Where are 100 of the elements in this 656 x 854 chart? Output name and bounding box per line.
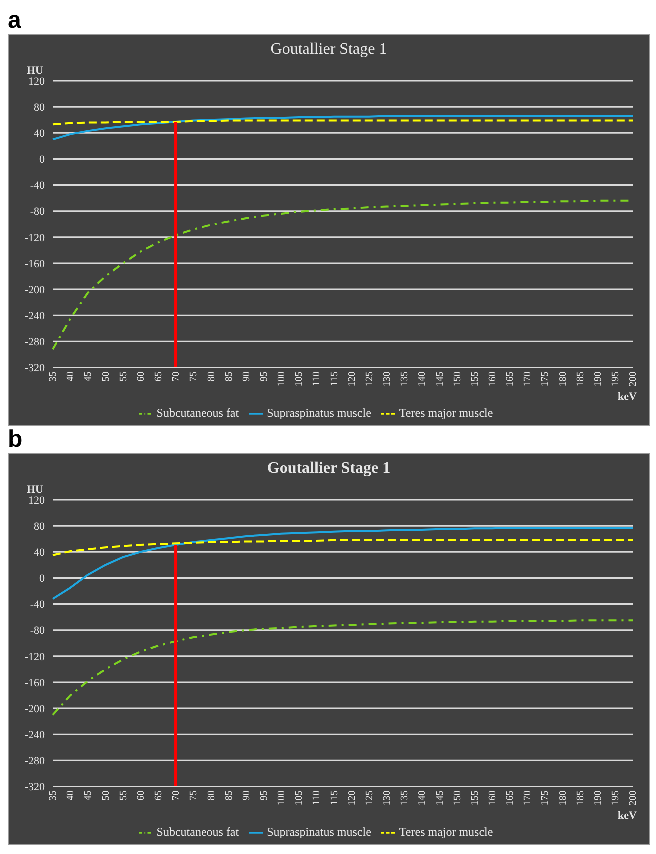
x-tick-label: 150 (452, 372, 464, 387)
line-series (52, 115, 634, 141)
legend-label: Teres major muscle (399, 406, 494, 420)
x-tick-label: 120 (346, 790, 358, 806)
y-tick-label: -120 (24, 232, 46, 244)
x-tick-label: 160 (487, 790, 498, 806)
y-tick-label: 80 (34, 102, 46, 114)
y-tick-label: -40 (30, 180, 46, 192)
y-tick-label: 120 (28, 76, 46, 88)
x-tick-label: 125 (364, 372, 376, 387)
x-tick-label: 110 (312, 372, 323, 386)
y-axis-title: HU (27, 65, 44, 77)
x-tick-label: 85 (224, 790, 235, 801)
y-tick-label: -240 (24, 730, 46, 742)
x-tick-label: 50 (100, 372, 112, 382)
x-tick-label: 195 (610, 372, 622, 387)
y-tick-label: -320 (24, 362, 46, 375)
y-tick-label: -320 (24, 782, 46, 794)
x-tick-label: 175 (540, 372, 552, 387)
x-tick-label: 170 (522, 790, 534, 806)
x-tick-label: 35 (48, 372, 60, 382)
x-tick-label: 70 (171, 372, 182, 382)
y-tick-label: -240 (24, 310, 46, 323)
y-tick-label: 40 (34, 128, 46, 140)
line-series (52, 620, 634, 716)
x-axis-title: keV (618, 391, 637, 403)
x-tick-label: 75 (188, 790, 200, 801)
x-tick-label: 190 (592, 790, 604, 806)
legend-label: Supraspinatus muscle (267, 406, 372, 420)
legend-label: Teres major muscle (399, 824, 494, 839)
y-tick-label: -160 (24, 258, 46, 270)
y-tick-label: -200 (24, 703, 46, 716)
x-axis-title: keV (618, 810, 637, 822)
x-tick-label: 135 (400, 372, 411, 387)
x-tick-label: 115 (329, 372, 340, 386)
x-tick-label: 180 (558, 790, 569, 806)
x-tick-label: 195 (610, 790, 622, 806)
y-tick-label: 0 (40, 573, 46, 586)
x-tick-label: 55 (118, 372, 130, 382)
x-tick-label: 135 (400, 790, 411, 806)
x-tick-label: 140 (417, 372, 428, 387)
y-tick-label: -280 (24, 336, 46, 349)
line-series (52, 539, 634, 556)
y-tick-label: 40 (34, 547, 46, 560)
y-tick-label: 0 (40, 154, 46, 166)
legend-label: Subcutaneous fat (156, 824, 240, 839)
y-axis-title: HU (27, 484, 44, 496)
text: a (8, 7, 22, 34)
x-tick-label: 60 (136, 372, 147, 382)
x-tick-label: 50 (100, 790, 112, 801)
y-tick-label: -160 (24, 677, 46, 690)
x-tick-label: 45 (83, 372, 94, 382)
x-tick-label: 85 (224, 372, 235, 382)
line-series (52, 527, 634, 600)
y-tick-label: 120 (28, 494, 46, 507)
x-tick-label: 200 (628, 790, 640, 806)
x-tick-label: 180 (558, 372, 569, 387)
x-tick-label: 200 (628, 372, 640, 387)
y-tick-label: -80 (30, 206, 46, 218)
x-tick-label: 55 (118, 790, 130, 801)
x-tick-label: 90 (241, 790, 252, 801)
x-tick-label: 120 (346, 372, 358, 387)
x-tick-label: 155 (470, 372, 481, 387)
x-tick-label: 40 (66, 372, 77, 382)
x-tick-label: 185 (575, 790, 586, 806)
x-tick-label: 60 (136, 790, 147, 801)
x-tick-label: 105 (294, 372, 306, 387)
x-tick-label: 185 (575, 372, 586, 387)
x-tick-label: 105 (294, 790, 306, 806)
x-tick-label: 145 (434, 372, 446, 387)
x-tick-label: 170 (522, 372, 534, 387)
x-tick-label: 115 (329, 790, 340, 806)
x-tick-label: 130 (382, 790, 394, 806)
x-tick-label: 75 (188, 372, 200, 382)
legend-label: Supraspinatus muscle (267, 824, 372, 839)
x-tick-label: 35 (48, 790, 60, 801)
y-tick-label: -40 (30, 599, 46, 612)
x-tick-label: 95 (259, 790, 270, 801)
y-tick-label: 80 (34, 520, 46, 533)
x-tick-label: 160 (487, 372, 498, 387)
chart-title: Goutallier Stage 1 (270, 41, 388, 59)
x-tick-label: 110 (312, 790, 323, 806)
x-tick-label: 165 (505, 372, 516, 387)
x-tick-label: 90 (241, 372, 252, 382)
x-tick-label: 175 (540, 790, 552, 806)
x-tick-label: 65 (154, 372, 165, 382)
y-tick-label: -80 (30, 625, 46, 638)
x-tick-label: 165 (505, 790, 516, 806)
x-tick-label: 190 (592, 372, 604, 387)
x-tick-label: 45 (83, 790, 94, 801)
chart-title: Goutallier Stage 1 (266, 460, 392, 478)
legend-label: Subcutaneous fat (156, 406, 240, 420)
x-tick-label: 40 (66, 790, 77, 801)
text: b (8, 426, 23, 453)
x-tick-label: 80 (206, 790, 218, 801)
x-tick-label: 125 (364, 790, 376, 806)
x-tick-label: 155 (470, 790, 481, 806)
x-tick-label: 65 (154, 790, 165, 801)
x-tick-label: 95 (259, 372, 270, 382)
x-tick-label: 140 (417, 790, 428, 806)
